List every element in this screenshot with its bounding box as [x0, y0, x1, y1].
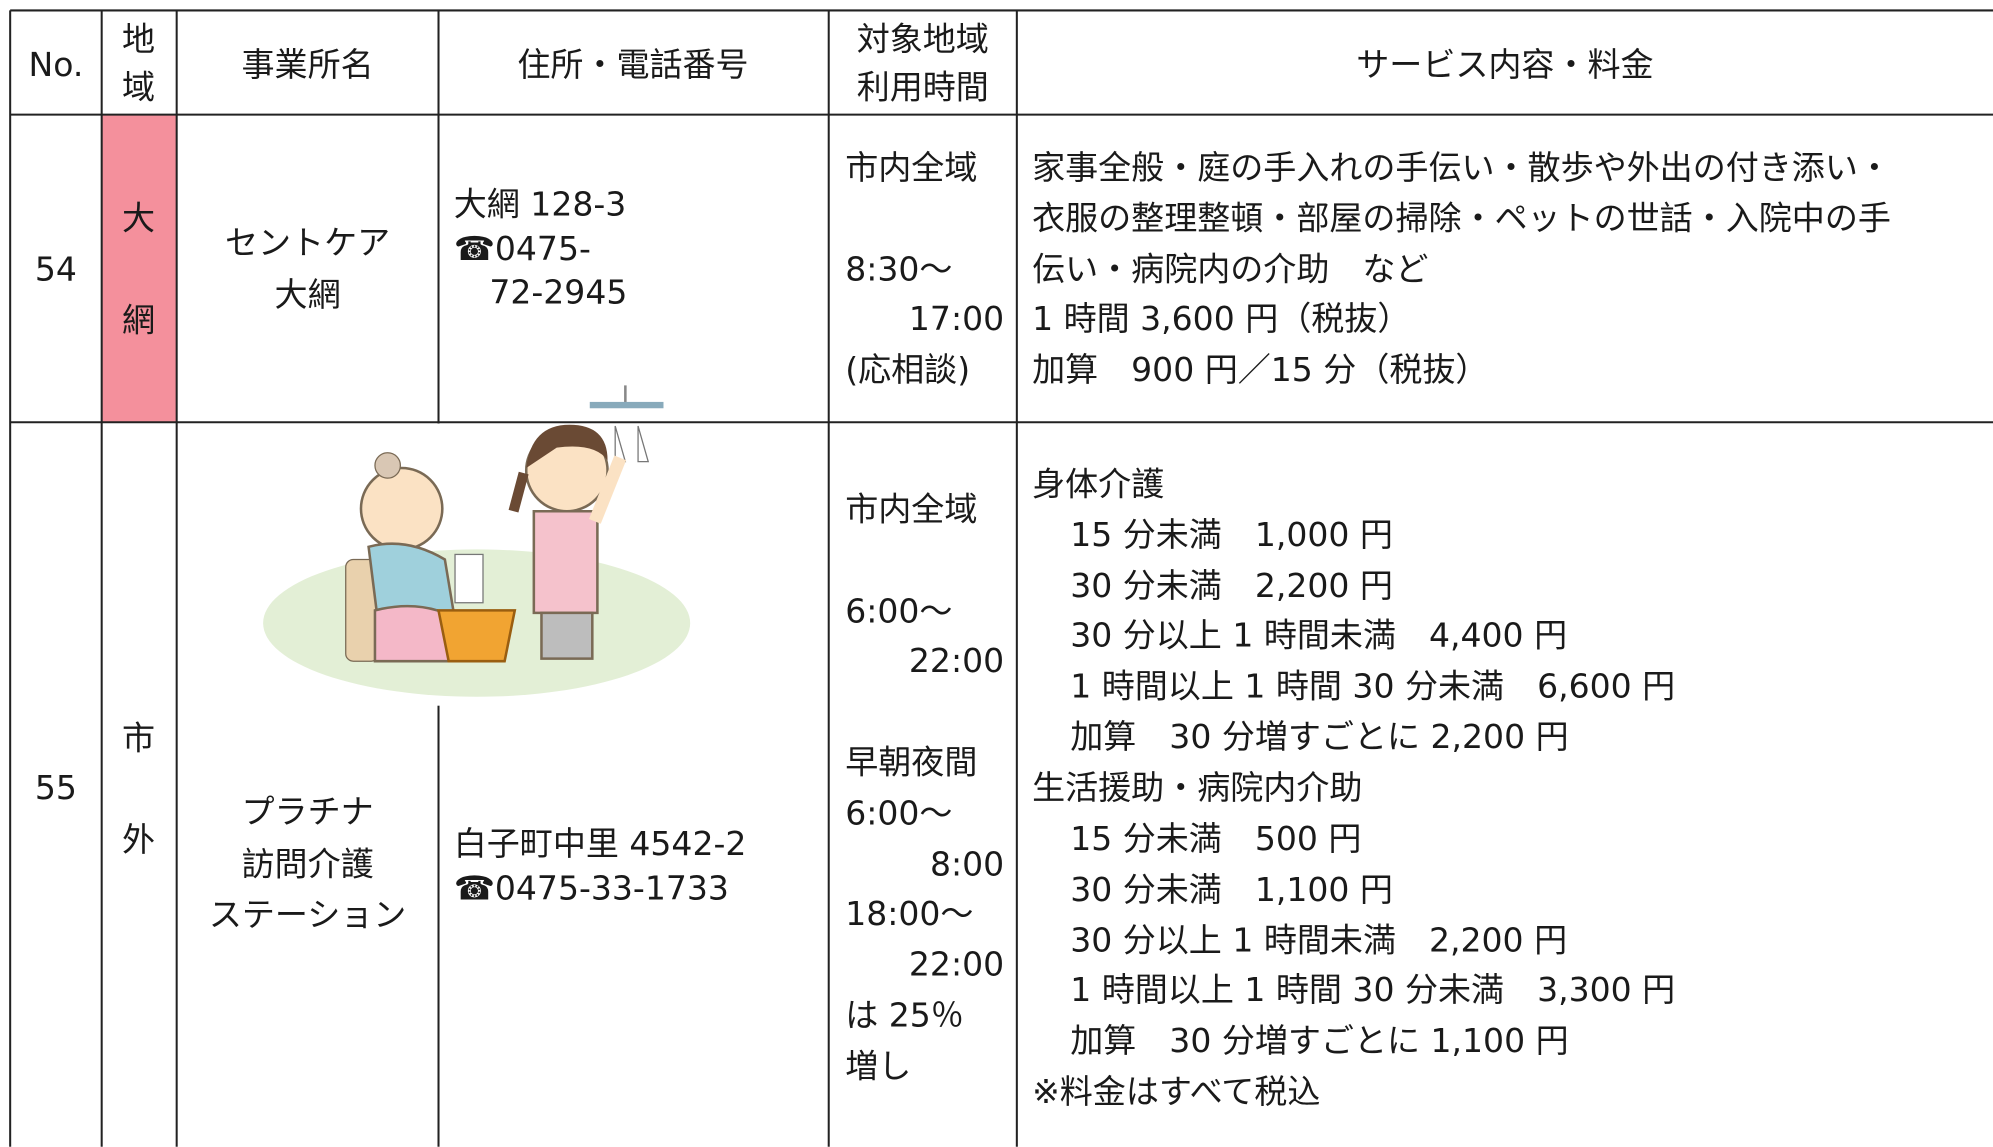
service-line: 30 分未満 2,200 円	[1070, 566, 1393, 605]
address-line: 72-2945	[489, 272, 627, 311]
header-cell: 利用時間	[857, 68, 989, 107]
hours-line: 8:00	[930, 844, 1004, 883]
service-line: 15 分未満 500 円	[1070, 819, 1361, 858]
header-cell: 地	[122, 19, 155, 58]
illustration	[254, 385, 691, 706]
office-name: セントケア	[225, 223, 390, 262]
service-line: 15 分未満 1,000 円	[1070, 515, 1393, 554]
service-line: ※料金はすべて税込	[1032, 1072, 1320, 1111]
hours-line: 6:00～	[845, 591, 952, 630]
hours-line: 市内全域	[845, 490, 977, 529]
area-highlight	[101, 114, 177, 423]
header-cell: 住所・電話番号	[517, 45, 748, 84]
area-text: 網	[122, 300, 155, 339]
address-line: ☎0475-	[454, 229, 591, 268]
table-grid	[9, 9, 1993, 1147]
hours-line: 22:00	[909, 641, 1004, 680]
service-line: 1 時間 3,600 円（税抜）	[1032, 299, 1410, 338]
service-line: 身体介護	[1032, 464, 1164, 503]
service-line: 30 分以上 1 時間未満 4,400 円	[1070, 616, 1567, 655]
service-line: 伝い・病院内の介助 など	[1032, 249, 1428, 288]
hours-line: 18:00～	[845, 894, 973, 933]
service-line: 30 分未満 1,100 円	[1070, 870, 1393, 909]
header-cell: No.	[29, 45, 84, 84]
service-line: 家事全般・庭の手入れの手伝い・散歩や外出の付き添い・	[1032, 148, 1891, 187]
office-name: プラチナ	[242, 792, 374, 831]
hours-line: 早朝夜間	[845, 743, 977, 782]
service-line: 生活援助・病院内介助	[1032, 768, 1362, 807]
office-name: 大網	[275, 275, 341, 314]
hours-line: 8:30～	[845, 249, 952, 288]
service-line: 加算 900 円／15 分（税抜）	[1032, 350, 1488, 389]
area-text: 外	[122, 820, 155, 859]
hours-line: 市内全域	[845, 148, 977, 187]
office-name: 訪問介護	[242, 844, 374, 883]
area-text: 大	[122, 199, 155, 238]
area-text: 市	[122, 719, 155, 758]
address-line: 白子町中里 4542-2	[454, 824, 747, 863]
row-number: 55	[35, 768, 77, 807]
hours-line: 22:00	[909, 945, 1004, 984]
header-cell: 域	[122, 68, 155, 107]
service-line: 加算 30 分増すごとに 2,200 円	[1070, 717, 1568, 756]
hours-line: 増し	[845, 1046, 911, 1085]
service-line: 30 分以上 1 時間未満 2,200 円	[1070, 921, 1567, 960]
header-cell: 対象地域	[857, 19, 989, 58]
hours-line: (応相談)	[845, 350, 970, 389]
service-line: 加算 30 分増すごとに 1,100 円	[1070, 1021, 1568, 1060]
service-line: 衣服の整理整頓・部屋の掃除・ペットの世話・入院中の手	[1032, 199, 1891, 238]
office-name: ステーション	[209, 895, 407, 934]
service-line: 1 時間以上 1 時間 30 分未満 6,600 円	[1070, 666, 1675, 705]
address-line: ☎0475-33-1733	[454, 868, 729, 907]
hours-line: 17:00	[909, 299, 1004, 338]
address-line: 大網 128-3	[454, 185, 627, 224]
row-number: 54	[35, 249, 77, 288]
hours-line: は 25％	[845, 996, 964, 1035]
header-cell: 事業所名	[242, 45, 374, 84]
hours-line: 6:00～	[845, 793, 952, 832]
header-cell: サービス内容・料金	[1356, 45, 1653, 84]
service-line: 1 時間以上 1 時間 30 分未満 3,300 円	[1070, 970, 1675, 1009]
